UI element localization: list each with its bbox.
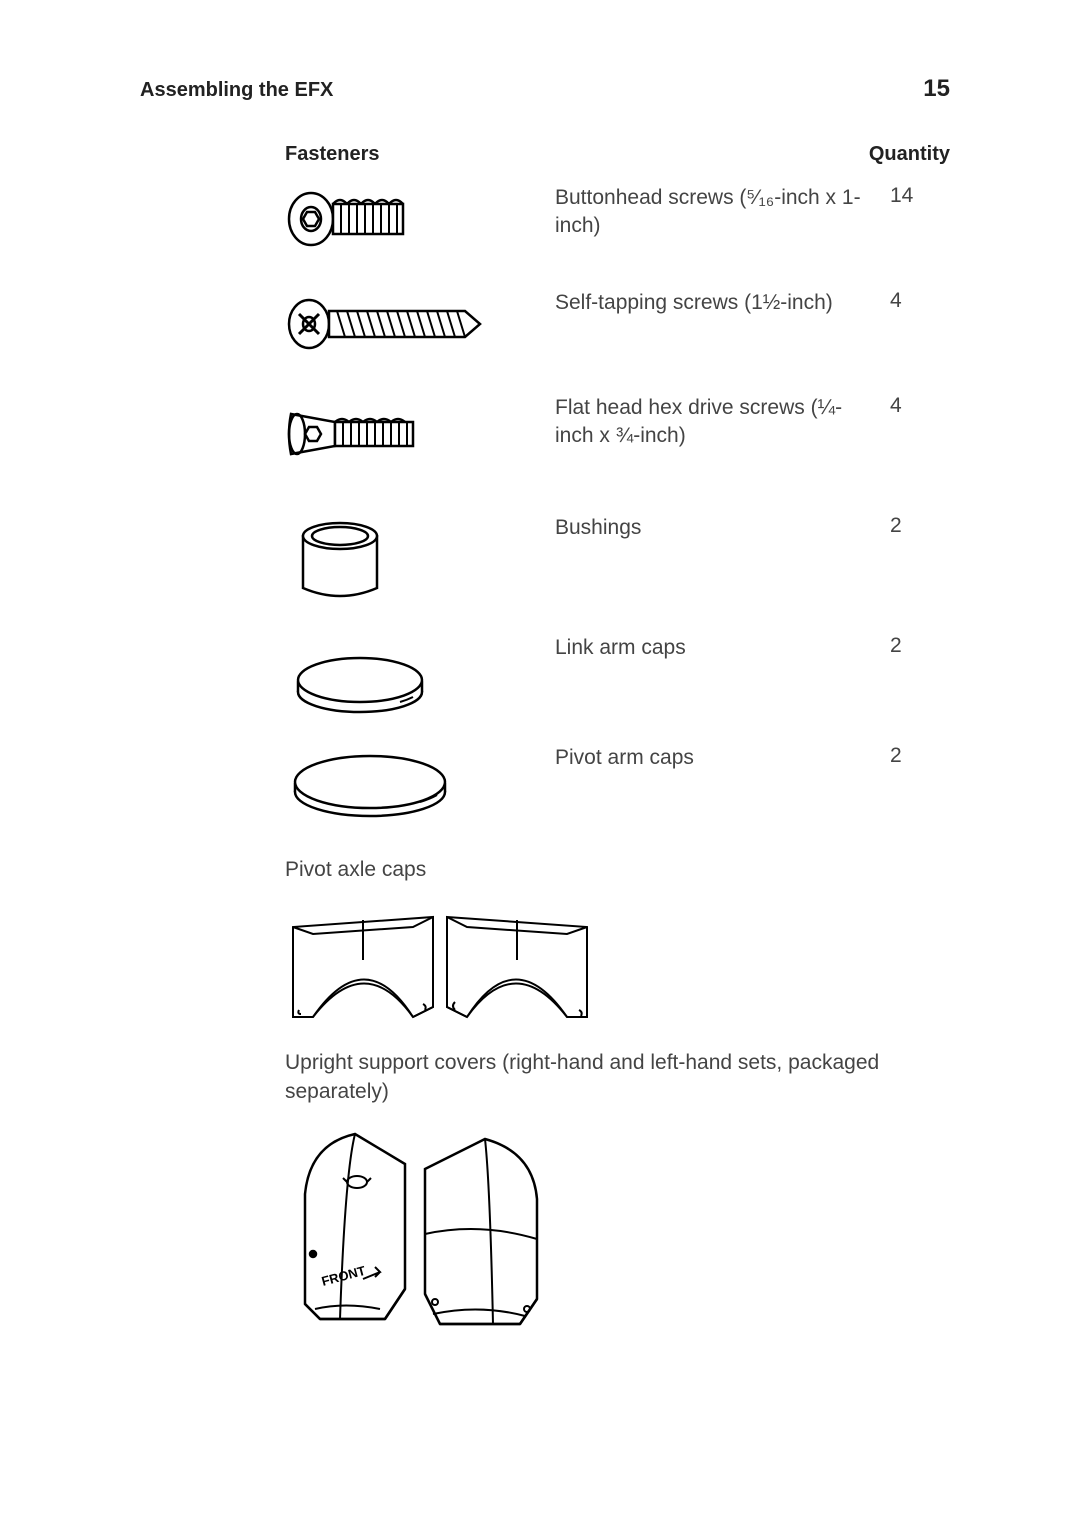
content-area: Fasteners Quantity Buttonhead screws (⁵⁄… [285, 143, 950, 1344]
fastener-desc: Self-tapping screws (1½-inch) [555, 289, 890, 317]
page-number: 15 [923, 75, 950, 103]
fastener-desc: Buttonhead screws (⁵⁄₁₆-inch x 1-inch) [555, 184, 890, 241]
upright-covers-label: Upright support covers (right-hand and l… [285, 1049, 950, 1106]
table-header: Fasteners Quantity [285, 143, 950, 166]
section-title: Assembling the EFX [140, 79, 333, 102]
self-tapping-screw-icon [285, 289, 555, 359]
fastener-qty: 2 [890, 634, 950, 658]
col-quantity: Quantity [869, 143, 950, 166]
fastener-desc: Link arm caps [555, 634, 890, 662]
fastener-qty: 14 [890, 184, 950, 208]
col-fasteners: Fasteners [285, 143, 380, 166]
table-row: Buttonhead screws (⁵⁄₁₆-inch x 1-inch) 1… [285, 184, 950, 279]
fastener-qty: 2 [890, 514, 950, 538]
table-row: Link arm caps 2 [285, 634, 950, 734]
upright-covers-icon: FRONT [285, 1124, 950, 1344]
link-arm-cap-icon [285, 634, 555, 719]
fastener-desc: Bushings [555, 514, 890, 542]
buttonhead-screw-icon [285, 184, 555, 254]
pivot-axle-caps-label: Pivot axle caps [285, 856, 950, 884]
fastener-qty: 2 [890, 744, 950, 768]
page-header: Assembling the EFX 15 [140, 75, 950, 103]
bushing-icon [285, 514, 555, 609]
fastener-desc: Flat head hex drive screws (¼-inch x ¾-i… [555, 394, 890, 451]
fastener-qty: 4 [890, 394, 950, 418]
table-row: Flat head hex drive screws (¼-inch x ¾-i… [285, 394, 950, 504]
pivot-arm-cap-icon [285, 744, 555, 824]
fastener-qty: 4 [890, 289, 950, 313]
flat-head-screw-icon [285, 394, 555, 474]
fastener-desc: Pivot arm caps [555, 744, 890, 772]
table-row: Bushings 2 [285, 514, 950, 624]
table-row: Pivot arm caps 2 [285, 744, 950, 844]
table-row: Self-tapping screws (1½-inch) 4 [285, 289, 950, 384]
pivot-axle-caps-icon [285, 902, 950, 1037]
